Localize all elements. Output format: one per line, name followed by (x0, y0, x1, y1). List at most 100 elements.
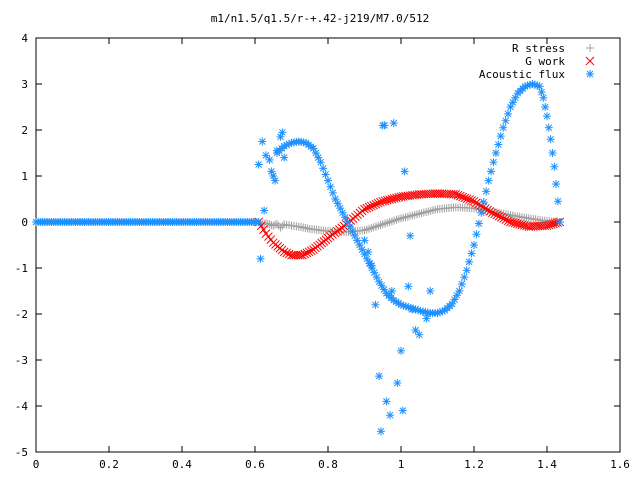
data-point (289, 250, 299, 260)
data-point (485, 207, 495, 216)
data-point (375, 372, 384, 381)
y-tick-label: 1 (21, 170, 28, 183)
data-point (373, 198, 383, 208)
data-point (367, 261, 376, 270)
data-point (397, 346, 405, 355)
series-4 (254, 119, 435, 436)
data-point (261, 151, 270, 160)
data-point (387, 217, 396, 226)
x-tick-label: 1 (398, 458, 405, 471)
x-tick-label: 0.4 (172, 458, 192, 471)
data-point (546, 135, 555, 144)
data-point (543, 112, 551, 121)
data-point (276, 132, 285, 141)
data-point (467, 196, 477, 205)
data-point (494, 140, 503, 149)
data-point (276, 223, 285, 232)
data-point (400, 167, 409, 176)
data-point (417, 209, 426, 218)
data-point (499, 214, 509, 223)
data-point (455, 287, 464, 295)
legend-label: G work (525, 55, 565, 68)
data-point (482, 187, 491, 196)
data-point (287, 250, 296, 260)
axis-ticks: 0 0.2 0.4 0.6 0.8 1 1.2 1.4 1.6 4 3 2 1 0 -1 -2 -3 -4 -5 (15, 32, 630, 471)
data-point (494, 211, 504, 221)
y-tick-label: 2 (21, 124, 28, 137)
data-point (390, 216, 399, 225)
data-point (489, 158, 498, 167)
data-point (298, 250, 307, 260)
data-point (328, 188, 337, 197)
data-point (278, 221, 287, 230)
legend-label: R stress (512, 42, 565, 55)
data-point (419, 208, 428, 217)
x-tick-label: 0.6 (245, 458, 265, 471)
data-point (411, 326, 420, 335)
data-point (474, 219, 483, 228)
data-point (319, 164, 328, 173)
data-point (398, 406, 407, 415)
data-point (265, 155, 274, 164)
data-point (458, 192, 467, 202)
y-tick-label: -3 (15, 354, 28, 367)
data-point (539, 93, 548, 102)
y-tick-label: -1 (15, 262, 28, 275)
data-point (376, 427, 385, 436)
data-point (272, 219, 281, 228)
data-point (304, 247, 314, 257)
data-point (430, 189, 440, 198)
data-point (324, 176, 332, 185)
data-point (278, 128, 287, 137)
data-point (316, 158, 325, 167)
series-5 (32, 218, 263, 226)
data-point (365, 224, 374, 233)
data-point (460, 273, 469, 282)
data-point (553, 218, 562, 227)
data-point (418, 307, 427, 316)
data-point (254, 160, 263, 169)
data-point (371, 300, 380, 309)
data-point (254, 218, 263, 226)
legend-marker (586, 44, 594, 52)
series-2 (254, 189, 565, 260)
data-point (491, 149, 500, 157)
series-3 (272, 80, 564, 318)
plot-series (32, 80, 565, 436)
data-point (455, 191, 465, 201)
data-point (300, 249, 309, 259)
data-point (369, 200, 378, 210)
data-point (366, 201, 376, 211)
data-point (394, 215, 403, 224)
data-point (306, 246, 316, 256)
data-point (406, 212, 415, 221)
data-point (382, 397, 391, 406)
data-point (291, 250, 301, 260)
y-tick-label: 4 (21, 32, 28, 45)
data-point (397, 214, 405, 223)
y-tick-label: -5 (15, 446, 28, 459)
data-point (258, 137, 267, 146)
data-point (555, 218, 564, 226)
x-tick-label: 0.8 (318, 458, 338, 471)
y-tick-label: -2 (15, 308, 28, 321)
data-point (392, 215, 401, 224)
data-point (451, 190, 461, 199)
data-point (415, 209, 424, 218)
data-point (477, 208, 486, 217)
data-point (469, 196, 479, 206)
data-point (412, 210, 421, 219)
data-point (457, 280, 466, 289)
data-point (428, 206, 437, 215)
data-point (470, 241, 478, 249)
y-tick-label: 0 (21, 216, 28, 229)
data-point (415, 330, 424, 339)
data-point (362, 225, 371, 234)
data-point (407, 305, 416, 314)
data-point (406, 231, 415, 240)
data-point (496, 132, 505, 141)
data-point (369, 223, 378, 232)
data-point (389, 119, 398, 128)
